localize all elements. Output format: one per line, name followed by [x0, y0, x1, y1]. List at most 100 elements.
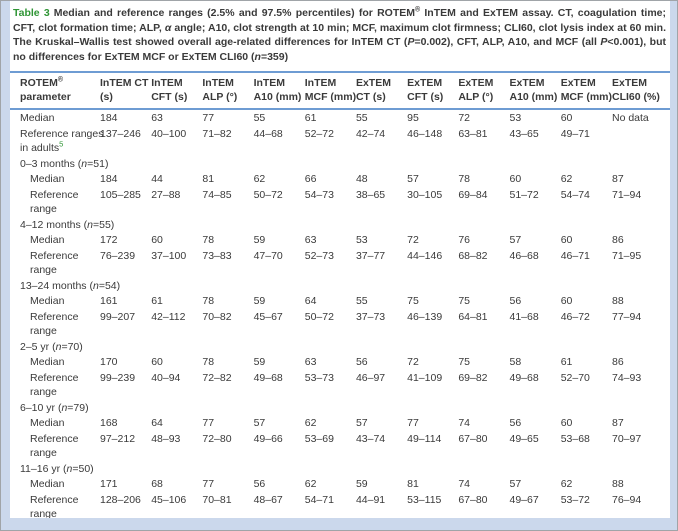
cell-value: 78 — [202, 234, 215, 246]
cell-value: 54–74 — [560, 188, 590, 201]
cell-value: 53 — [355, 234, 368, 246]
cell-value: 74 — [458, 478, 470, 490]
table-caption: Table 3 Median and reference ranges (2.5%… — [10, 1, 670, 69]
cell-value: 72 — [458, 112, 470, 124]
table-row: Reference range 99–207 42–112 70–82 45–67 50–7… — [10, 309, 670, 339]
cell-value: 53–69 — [304, 432, 334, 445]
cell-value: 49–65 — [509, 432, 539, 445]
cell-value: 184 — [100, 112, 118, 124]
cell-value: 48–67 — [253, 493, 283, 506]
cell-value: 53–73 — [304, 371, 334, 384]
column-header-10: ExTEM MCF (mm) — [560, 71, 612, 110]
cell-value: 48 — [355, 173, 368, 185]
cell-value: 72–80 — [202, 432, 232, 445]
cell-value: 55 — [355, 112, 368, 124]
cell-value: 37–73 — [355, 310, 386, 323]
cell-value: 69–84 — [458, 188, 488, 201]
age-group-header: 11–16 yr (n=50) — [20, 462, 94, 475]
table-row: Median 168 64 77 57 62 57 77 74 56 60 87 — [10, 415, 670, 431]
cell-value: 60 — [560, 234, 573, 246]
column-header-5: InTEM MCF (mm) — [304, 71, 356, 110]
cell-value: 70–97 — [612, 432, 642, 445]
cell-value: 64 — [304, 295, 317, 307]
cell-value: 37–100 — [151, 249, 187, 262]
row-label: Reference range — [30, 188, 79, 216]
cell-value: 76–239 — [100, 249, 136, 262]
cell-value: 42–112 — [151, 310, 186, 323]
cell-value: 86 — [612, 234, 624, 246]
column-header-9: ExTEM A10 (mm) — [509, 71, 561, 110]
cell-value: 75 — [458, 356, 470, 368]
table-row: Reference range 128–206 45–106 70–81 48–67 54–… — [10, 492, 670, 519]
row-label: Median — [20, 112, 55, 124]
cell-value: 172 — [100, 234, 118, 246]
row-label: Median — [30, 356, 65, 368]
cell-value: 56 — [253, 478, 266, 490]
table-row: Median 184 63 77 55 61 55 95 72 53 60 No data — [10, 109, 670, 126]
cell-value: 49–114 — [407, 432, 442, 445]
cell-value: 44 — [151, 173, 163, 185]
cell-value: 78 — [202, 295, 215, 307]
cell-value: 48–93 — [151, 432, 181, 445]
cell-value: 61 — [560, 356, 573, 368]
cell-value: 60 — [151, 356, 163, 368]
table-row: Reference range 99–239 40–94 72–82 49–68 53–73… — [10, 370, 670, 400]
header-row: ROTEM® parameter InTEM CT (s) InTEM CFT (s) In… — [10, 71, 670, 110]
cell-value: 57 — [509, 234, 522, 246]
cell-value: 53 — [509, 112, 522, 124]
cell-value: 76–94 — [612, 493, 642, 506]
cell-value: 41–68 — [509, 310, 539, 323]
table-body: Median 184 63 77 55 61 55 95 72 53 60 No data Refere… — [10, 109, 670, 518]
cell-value: 60 — [560, 295, 573, 307]
cell-value: 67–80 — [458, 493, 488, 506]
cell-value: 71–94 — [612, 188, 642, 201]
cell-value: 56 — [509, 417, 522, 429]
cell-value: 45–106 — [151, 493, 187, 506]
table-row: Reference range 97–212 48–93 72–80 49–66 53–69… — [10, 431, 670, 461]
row-label: Median — [30, 478, 65, 490]
age-group-header: 4–12 months (n=55) — [20, 218, 115, 231]
cell-value: 59 — [355, 478, 368, 490]
column-header-0: ROTEM® parameter — [10, 71, 100, 110]
cell-value: 77 — [202, 478, 215, 490]
cell-value: 68 — [151, 478, 163, 490]
cell-value: 37–77 — [355, 249, 386, 262]
cell-value: 97–212 — [100, 432, 136, 445]
cell-value: 49–68 — [253, 371, 283, 384]
cell-value: 63 — [151, 112, 163, 124]
table-row: Median 172 60 78 59 63 53 72 76 57 60 86 — [10, 232, 670, 248]
cell-value: 74–93 — [612, 371, 642, 384]
cell-value: 58 — [509, 356, 522, 368]
cell-value: 99–239 — [100, 371, 136, 384]
cell-value: 40–94 — [151, 371, 181, 384]
rotem-table: ROTEM® parameter InTEM CT (s) InTEM CFT (s) In… — [10, 71, 670, 518]
cell-value: 81 — [407, 478, 419, 490]
age-group-row: 13–24 months (n=54) — [10, 278, 670, 294]
cell-value: 170 — [100, 356, 118, 368]
cell-value: 52–70 — [560, 371, 590, 384]
cell-value: 77 — [202, 417, 215, 429]
row-label: Median — [30, 295, 65, 307]
cell-value: 41–109 — [407, 371, 443, 384]
cell-value: 46–97 — [355, 371, 386, 384]
age-group-row: 6–10 yr (n=79) — [10, 400, 670, 416]
table-row: Median 170 60 78 59 63 56 72 75 58 61 86 — [10, 354, 670, 370]
cell-value: 63 — [304, 234, 317, 246]
cell-value: 72 — [407, 356, 419, 368]
cell-value: 137–246 — [100, 127, 141, 140]
cell-value: 77–94 — [612, 310, 642, 323]
age-group-header: 0–3 months (n=51) — [20, 157, 109, 170]
cell-value: 60 — [151, 234, 163, 246]
cell-value: 53–68 — [560, 432, 590, 445]
age-group-row: 4–12 months (n=55) — [10, 217, 670, 233]
cell-value: 63 — [304, 356, 317, 368]
cell-value: 76 — [458, 234, 470, 246]
cell-value: 59 — [253, 356, 266, 368]
cell-value: 53–72 — [560, 493, 590, 506]
cell-value: 88 — [612, 295, 624, 307]
cell-value: 72 — [407, 234, 419, 246]
table-row: Reference range 76–239 37–100 73–83 47–70 52–7… — [10, 248, 670, 278]
cell-value: 74–85 — [202, 188, 232, 201]
age-group-header: 2–5 yr (n=70) — [20, 340, 83, 353]
cell-value: 168 — [100, 417, 118, 429]
